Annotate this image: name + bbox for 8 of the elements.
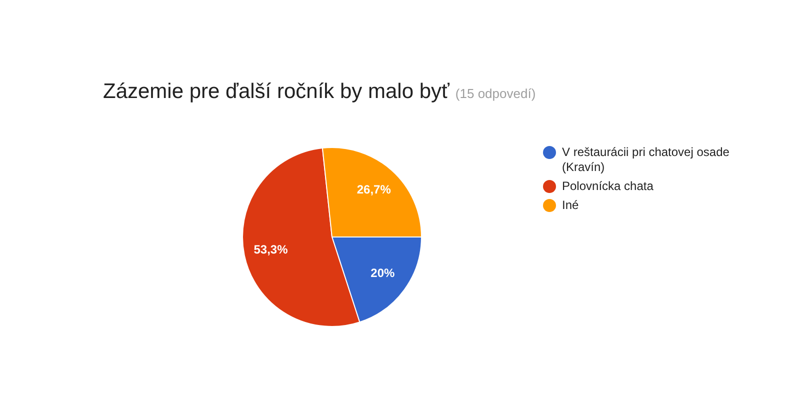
legend-label: Iné bbox=[561, 198, 580, 213]
legend-label: V reštaurácii pri chatovej osade (Kravín) bbox=[561, 145, 730, 175]
data-label: 26,7% bbox=[356, 182, 392, 197]
chart-subtitle: (15 odpovedí) bbox=[455, 86, 536, 101]
data-label: 53,3% bbox=[254, 242, 288, 256]
chart-title: Zázemie pre ďalší ročník by malo byť bbox=[103, 80, 450, 103]
data-label: 20% bbox=[370, 266, 396, 280]
legend-label: Polovnícka chata bbox=[561, 179, 654, 194]
